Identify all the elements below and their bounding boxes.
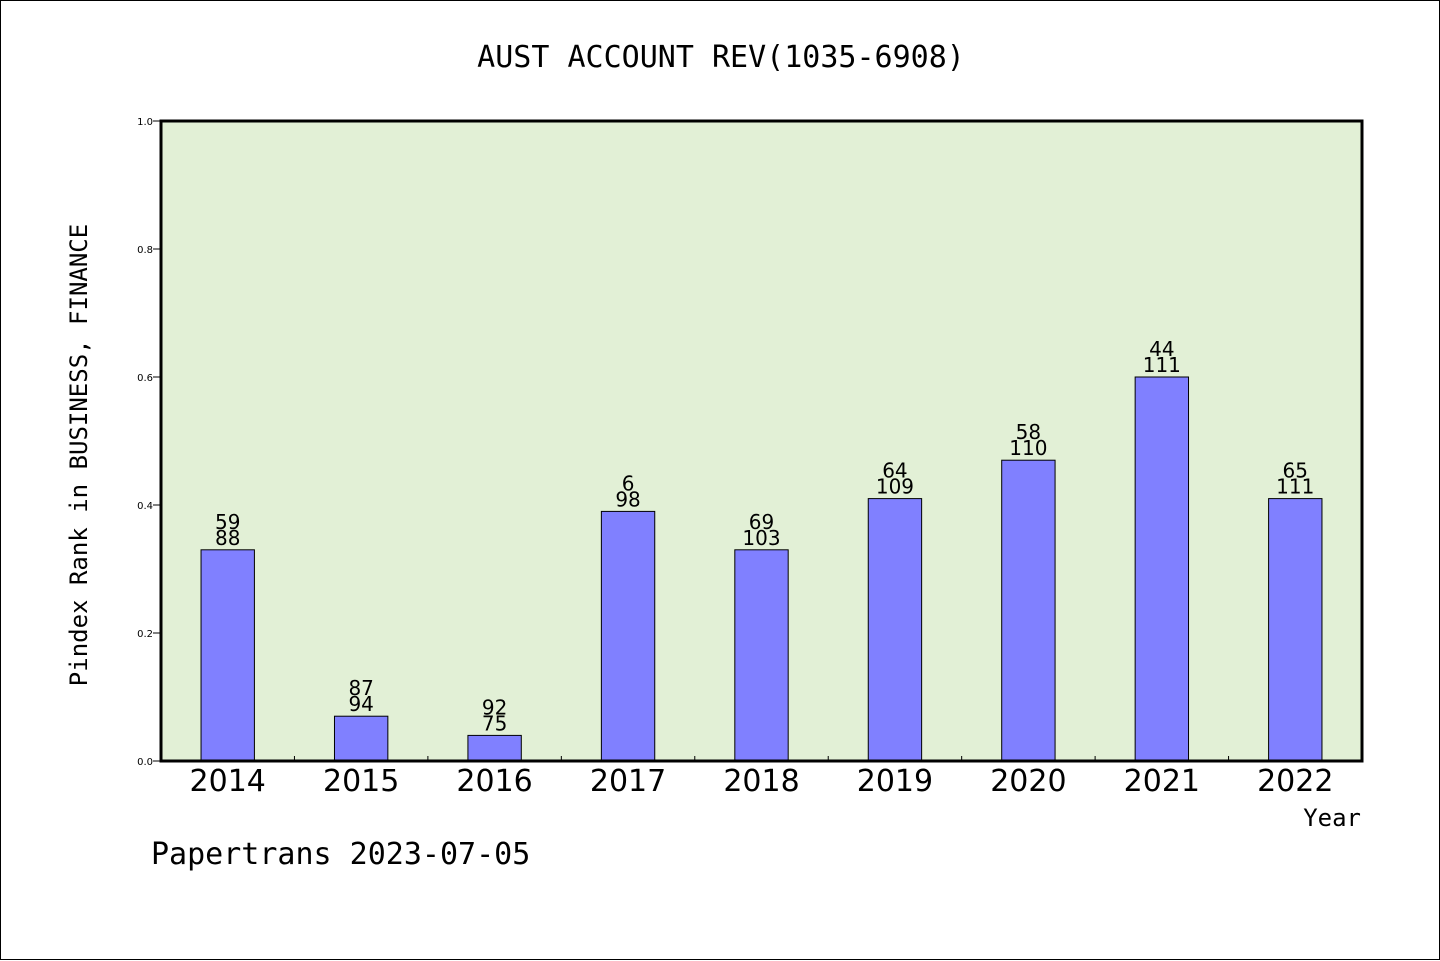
y-tick-label: 0.6 — [137, 373, 153, 384]
x-tick-label: 2016 — [456, 764, 532, 799]
y-tick-label: 0.2 — [137, 629, 153, 640]
bar-label-top: 87 — [348, 676, 373, 700]
x-tick-label: 2019 — [857, 764, 933, 799]
bar-2017 — [600, 510, 656, 762]
bar-label-bottom: 103 — [742, 526, 780, 550]
bar-label-top: 92 — [482, 695, 507, 719]
bar-2018 — [734, 549, 789, 762]
plot-border — [159, 119, 1364, 763]
bar-label-top: 69 — [749, 510, 774, 534]
bar-label-top: 58 — [1016, 420, 1041, 444]
x-axis-label: Year — [1303, 804, 1361, 832]
bar-label-bottom: 88 — [215, 526, 240, 550]
bar-label-top: 64 — [882, 459, 907, 483]
bar-label-bottom: 98 — [615, 487, 640, 511]
y-axis: 0.0 0.2 0.4 0.6 0.8 1.0 — [137, 117, 161, 768]
bar-label-bottom: 94 — [348, 692, 373, 716]
bar-label-bottom: 110 — [1009, 436, 1047, 460]
bar-label-bottom: 111 — [1143, 353, 1181, 377]
x-tick-label: 2021 — [1124, 764, 1200, 799]
bar-2019 — [867, 498, 923, 762]
bar-label-top: 44 — [1149, 337, 1174, 361]
bar-2015 — [333, 715, 389, 762]
bar-2020 — [1001, 459, 1056, 762]
x-axis: 2014 2015 2016 2017 2018 2019 2020 2021 2022 — [190, 756, 1333, 799]
bar-2014 — [200, 549, 255, 762]
bar-2016 — [467, 734, 522, 762]
y-tick-label: 1.0 — [137, 117, 153, 128]
x-tick-label: 2014 — [190, 764, 266, 799]
bar-label-bottom: 75 — [482, 711, 507, 735]
bar-label-top: 65 — [1283, 459, 1308, 483]
bar-label-top: 6 — [622, 471, 635, 495]
footer-credit: Papertrans 2023-07-05 — [151, 837, 530, 872]
chart-title: AUST ACCOUNT REV(1035-6908) — [477, 40, 965, 75]
x-tick-label: 2022 — [1257, 764, 1333, 799]
y-tick-label: 0.4 — [137, 501, 153, 512]
y-axis-label: Pindex Rank in BUSINESS, FINANCE — [65, 224, 93, 686]
y-tick-label: 0.8 — [137, 245, 153, 256]
x-tick-label: 2015 — [323, 764, 399, 799]
bar-label-bottom: 109 — [876, 475, 914, 499]
y-tick-label: 0.0 — [137, 757, 153, 768]
bar-2021 — [1134, 376, 1190, 762]
x-tick-label: 2020 — [990, 764, 1066, 799]
x-tick-label: 2018 — [723, 764, 799, 799]
x-tick-label: 2017 — [590, 764, 666, 799]
bar-label-bottom: 111 — [1276, 475, 1314, 499]
bar-label-top: 59 — [215, 510, 240, 534]
bar-2022 — [1268, 498, 1323, 762]
